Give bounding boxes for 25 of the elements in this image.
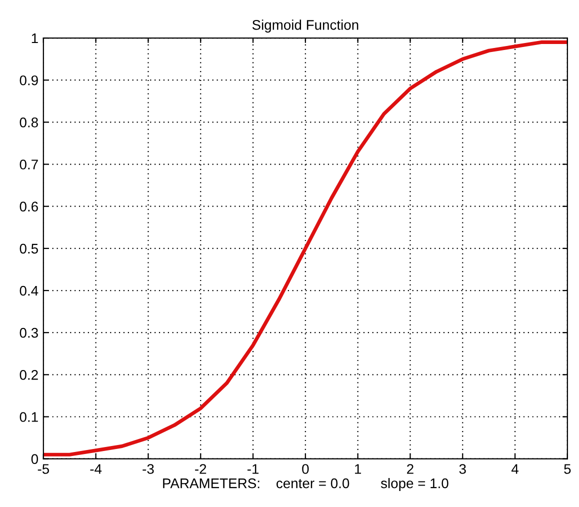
x-tick-label: 4 [511, 464, 518, 474]
x-tick-label: 3 [459, 464, 466, 474]
y-tick-label: 0.1 [20, 412, 38, 422]
x-tick-label: -3 [142, 464, 154, 474]
x-tick-label: -4 [90, 464, 102, 474]
y-tick-label: 0.7 [20, 160, 38, 170]
y-tick-label: 0.9 [20, 75, 38, 86]
y-tick-label: 0.3 [20, 328, 38, 338]
y-tick-label: 0 [31, 454, 38, 464]
chart-title: Sigmoid Function [252, 20, 358, 33]
x-tick-label: 1 [355, 464, 362, 474]
y-tick-label: 1 [32, 34, 38, 44]
line-series [43, 40, 568, 456]
x-tick-label: 2 [407, 464, 414, 474]
x-tick-label: -2 [195, 464, 206, 474]
x-tick-label: -1 [247, 464, 259, 474]
y-tick-label: 0.5 [20, 244, 38, 254]
y-tick-label: 0.8 [20, 118, 38, 128]
x-tick-label: 0 [302, 464, 309, 474]
y-tick-label: 0.6 [20, 202, 38, 212]
x-tick-label: 5 [564, 464, 571, 474]
x-tick-label: -5 [38, 464, 50, 474]
y-tick-label: 0.2 [20, 370, 38, 380]
y-tick-label: 0.4 [20, 286, 38, 296]
x-axis-title: PARAMETERS: center = 0.0 slope = 1.0 [163, 478, 448, 491]
